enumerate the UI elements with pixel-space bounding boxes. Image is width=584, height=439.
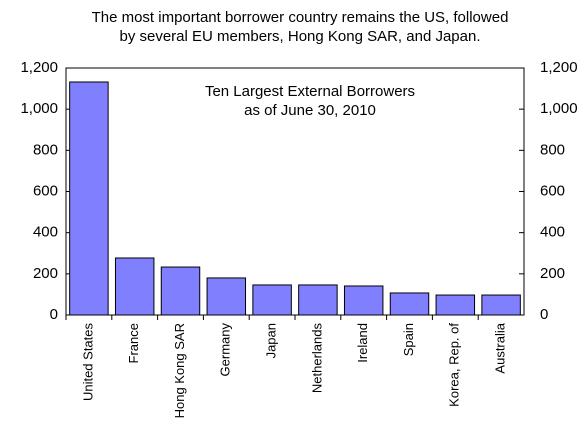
y-tick-label: 1,200 (20, 59, 58, 76)
bar (69, 81, 109, 316)
y-tick-label: 600 (33, 182, 58, 199)
bar (114, 257, 155, 316)
y-tick-label: 400 (33, 224, 58, 241)
x-tick-label: Netherlands (309, 323, 324, 394)
x-tick-label: Germany (218, 323, 233, 377)
x-tick-label: Australia (493, 322, 508, 373)
annotation: as of June 30, 2010 (244, 102, 376, 119)
x-tick-label: France (126, 323, 141, 363)
bar (389, 292, 430, 316)
x-tick-label: Ireland (355, 323, 370, 363)
chart-title: by several EU members, Hong Kong SAR, an… (119, 28, 480, 45)
y-tick-label: 0 (50, 306, 58, 323)
bar (298, 284, 338, 316)
y2-tick-label: 200 (540, 265, 565, 282)
y2-tick-label: 600 (540, 182, 565, 199)
x-tick-label: Hong Kong SAR (172, 323, 187, 418)
y2-tick-label: 0 (540, 306, 548, 323)
bar (435, 294, 476, 316)
chart-title: The most important borrower country rema… (92, 9, 509, 26)
y2-tick-label: 1,000 (540, 100, 578, 117)
bar (343, 285, 384, 316)
y2-tick-label: 400 (540, 224, 565, 241)
y2-tick-label: 1,200 (540, 59, 578, 76)
y-tick-label: 200 (33, 265, 58, 282)
y2-tick-label: 800 (540, 141, 565, 158)
x-tick-label: Japan (264, 323, 279, 358)
bar (160, 266, 201, 316)
bar (481, 294, 521, 316)
x-tick-label: United States (80, 323, 95, 402)
x-tick-label: Korea, Rep. of (447, 323, 462, 407)
bar (206, 277, 247, 316)
bar (252, 284, 292, 316)
x-tick-label: Spain (401, 323, 416, 356)
y-tick-label: 800 (33, 141, 58, 158)
annotation: Ten Largest External Borrowers (205, 83, 415, 100)
y-tick-label: 1,000 (20, 100, 58, 117)
